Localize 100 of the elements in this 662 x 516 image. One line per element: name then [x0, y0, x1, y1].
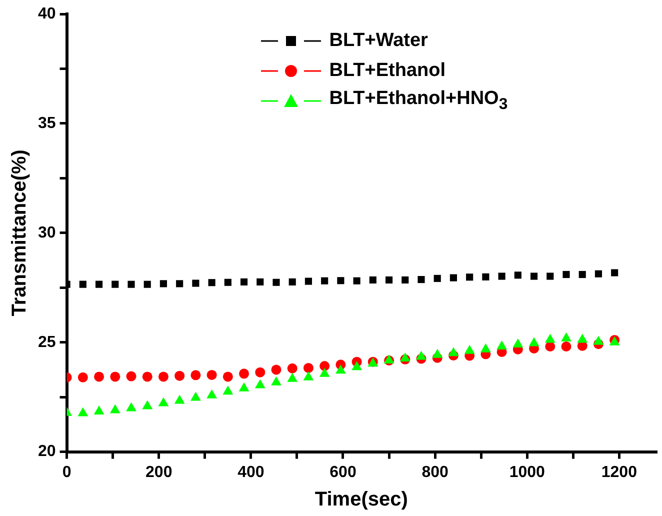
x-axis-title: Time(sec)	[314, 488, 408, 511]
point	[110, 372, 120, 382]
point	[95, 280, 103, 288]
point	[320, 360, 330, 371]
point	[593, 336, 604, 345]
point	[112, 280, 119, 288]
y-tick-label: 25	[38, 334, 56, 351]
point	[400, 352, 410, 362]
point	[78, 372, 88, 382]
point	[142, 372, 152, 382]
point	[206, 389, 217, 398]
legend-label: BLT+Ethanol+HNO$_{3}$	[329, 88, 508, 114]
point	[224, 278, 232, 286]
point	[528, 337, 540, 346]
point	[369, 276, 376, 284]
point	[94, 372, 104, 382]
point	[222, 386, 234, 395]
point	[190, 392, 201, 401]
point	[240, 278, 248, 286]
point	[254, 379, 266, 388]
point	[256, 278, 264, 286]
point	[544, 334, 556, 343]
y-tick-label: 35	[38, 114, 56, 132]
x-tick-label: 1000	[509, 464, 546, 481]
point	[192, 280, 200, 287]
point	[418, 276, 425, 284]
point	[160, 280, 167, 288]
y-tick-label: 20	[38, 443, 56, 460]
y-tick-label: 30	[38, 224, 56, 242]
point	[303, 362, 314, 373]
point	[562, 270, 570, 278]
y-tick-label: 40	[38, 5, 56, 22]
point	[79, 280, 86, 288]
point	[238, 382, 250, 392]
point	[206, 370, 217, 380]
point	[335, 364, 346, 374]
point	[546, 272, 554, 280]
x-tick-label: 1200	[601, 464, 638, 481]
point	[271, 376, 282, 386]
legend-label: BLT+Water	[329, 30, 428, 52]
point	[239, 368, 250, 379]
point	[287, 363, 298, 374]
point	[450, 274, 457, 282]
point	[288, 278, 296, 286]
legend-label: BLT+Ethanol	[329, 60, 446, 82]
point	[512, 338, 524, 348]
point	[611, 269, 618, 276]
point	[255, 367, 266, 378]
x-tick-label: 800	[422, 464, 448, 481]
point	[208, 279, 216, 286]
point	[496, 340, 507, 350]
point	[158, 397, 169, 406]
point	[464, 344, 475, 354]
point	[271, 364, 282, 375]
point	[190, 370, 201, 380]
point	[287, 372, 298, 382]
point	[448, 347, 459, 356]
point	[561, 332, 572, 342]
x-tick-label: 200	[146, 464, 172, 481]
point	[514, 272, 522, 279]
point	[78, 407, 88, 416]
point	[272, 278, 280, 286]
point	[434, 274, 441, 282]
point	[480, 343, 491, 352]
point	[142, 400, 153, 410]
point	[174, 394, 185, 404]
point	[352, 361, 362, 370]
point	[126, 402, 136, 412]
point	[94, 406, 104, 415]
point	[304, 278, 312, 285]
point	[222, 372, 233, 382]
point	[174, 370, 185, 381]
point	[321, 277, 328, 284]
point	[416, 350, 426, 360]
point	[466, 274, 474, 281]
x-tick-label: 400	[238, 464, 264, 481]
point	[578, 270, 586, 278]
point	[126, 371, 136, 382]
point	[530, 272, 538, 280]
point	[303, 371, 314, 380]
point	[144, 280, 151, 288]
point	[402, 276, 409, 284]
y-axis-title: Transmittance(%)	[8, 150, 31, 316]
point	[561, 342, 572, 352]
point	[337, 277, 344, 284]
point	[594, 270, 602, 278]
x-tick-label: 600	[330, 464, 356, 481]
point	[577, 334, 588, 343]
point	[128, 280, 135, 288]
point	[353, 277, 360, 284]
x-tick-label: 0	[62, 464, 72, 481]
point	[176, 280, 184, 288]
point	[319, 368, 330, 377]
point	[110, 404, 120, 414]
point	[482, 273, 490, 280]
point	[385, 276, 393, 284]
point	[432, 348, 443, 358]
point	[158, 372, 168, 382]
point	[545, 342, 556, 352]
point	[498, 272, 506, 280]
